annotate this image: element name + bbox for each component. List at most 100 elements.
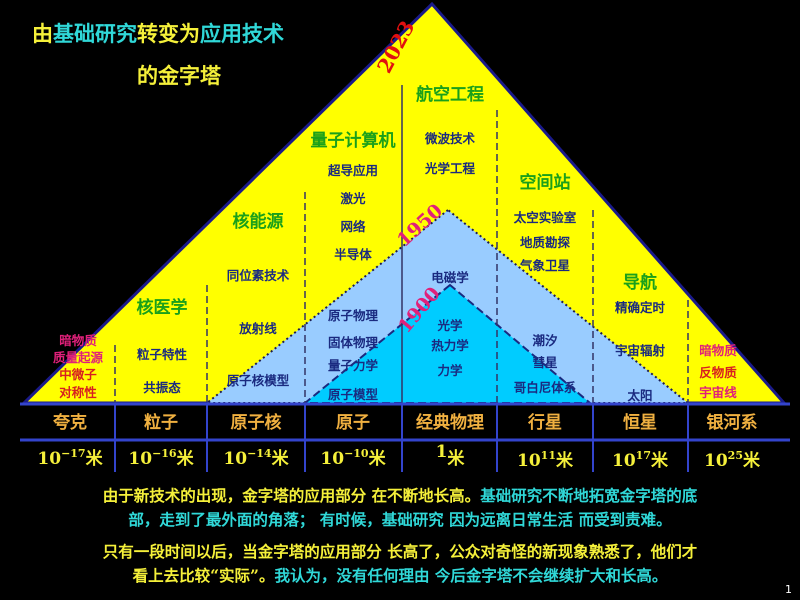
field-item: 暗物质 [59,333,97,348]
text-line: 由于新技术的出现，金字塔的应用部分 在不断地长高。基础研究不断地拓宽金字塔的底 [0,484,800,508]
text-span: 看上去比较“实际”。 [132,566,275,585]
scale-unit: 米 [86,448,104,469]
scale-exponent: −17 [61,447,86,460]
text-span: 基础研究不断地拓宽金字塔的底 [480,486,698,505]
scale-exponent: −16 [152,447,177,460]
field-item: 精确定时 [615,300,666,315]
field-item: 中微子 [59,367,97,382]
field-item: 潮汐 [532,333,558,348]
scale-exponent: 11 [541,449,556,462]
field-item: 对称性 [59,385,97,400]
field-item: 光学 [436,318,463,333]
scale-size-label: 1025米 [704,449,761,471]
field-item: 微波技术 [424,131,476,146]
scale-base: 10 [612,451,636,471]
scale-labels: 夸克10−17米粒子10−16米原子核10−14米原子10−10米经典物理1米行… [37,412,761,471]
scale-size-label: 10−16米 [128,447,194,469]
scale-unit: 米 [369,448,387,469]
field-item: 质量起源 [53,350,104,365]
field-item: 反物质 [699,365,737,380]
scale-exponent: 25 [728,449,743,462]
field-item: 太空实验室 [514,210,577,225]
scale-size-label: 1011米 [517,449,574,471]
scale-size-label: 1017米 [612,449,669,471]
scale-exponent: 17 [636,449,651,462]
title-part: 应用技术 [200,21,284,46]
field-item: 地质勘探 [520,235,571,250]
scale-exponent: −14 [247,447,272,460]
slide-title-line2: 的金字塔 [137,63,221,88]
scale-unit: 米 [447,448,465,469]
scale-base: 10 [223,449,247,469]
field-item: 半导体 [334,247,372,262]
text-span: 部，走到了最外面的角落； 有时候，基础研究 因为远离日常生活 而受到责难。 [128,510,672,529]
title-part: 由 [32,21,53,46]
scale-unit: 米 [556,450,574,471]
title-part: 转变为 [137,21,200,46]
scale-category-label: 原子 [336,413,370,433]
column-dividers [114,85,689,472]
scale-category-label: 行星 [527,412,562,433]
title-part: 基础研究 [53,21,137,46]
field-item: 热力学 [431,338,469,353]
scale-base: 1 [436,442,448,462]
scale-base: 10 [320,449,344,469]
field-item: 哥白尼体系 [514,380,577,395]
text-line: 部，走到了最外面的角落； 有时候，基础研究 因为远离日常生活 而受到责难。 [0,508,800,532]
field-item: 宇宙辐射 [615,343,666,358]
field-item: 太阳 [627,388,652,403]
text-span: 由于新技术的出现，金字塔的应用部分 在不断地长高。 [102,486,481,505]
field-item: 网络 [340,219,366,234]
scale-size-label: 1米 [436,442,466,469]
pyramid-diagram: 2023 1950 1900 暗物质质量起源中微子对称性核医学粒子特性共振态核能… [20,1,790,472]
field-item: 固体物理 [328,335,379,350]
text-span: 只有一段时间以后，当金字塔的应用部分 长高了，公众对奇怪的新现象熟悉了，他们才 [102,542,698,561]
field-item: 彗星 [532,355,557,370]
field-heading: 核能源 [233,211,284,232]
scale-category-label: 夸克 [53,412,87,433]
field-item: 放射线 [238,321,277,336]
scale-size-label: 10−14米 [223,447,289,469]
scale-unit: 米 [743,450,761,471]
field-item: 电磁学 [431,270,469,285]
field-item: 原子核模型 [227,373,290,388]
paragraph-1: 由于新技术的出现，金字塔的应用部分 在不断地长高。基础研究不断地拓宽金字塔的底 … [0,484,800,532]
page-number: 1 [785,583,792,596]
field-heading: 空间站 [520,172,571,193]
field-item: 力学 [437,363,463,378]
scale-unit: 米 [651,450,669,471]
field-item: 共振态 [143,380,181,395]
scale-unit: 米 [177,448,195,469]
scale-base: 10 [37,449,61,469]
text-line: 只有一段时间以后，当金字塔的应用部分 长高了，公众对奇怪的新现象熟悉了，他们才 [0,540,800,564]
field-item: 暗物质 [699,343,737,358]
scale-category-label: 恒星 [623,412,657,433]
scale-size-label: 10−17米 [37,447,103,469]
scale-base: 10 [704,451,728,471]
field-item: 原子模型 [328,387,379,402]
field-item: 气象卫星 [519,258,570,273]
paragraph-2: 只有一段时间以后，当金字塔的应用部分 长高了，公众对奇怪的新现象熟悉了，他们才 … [0,540,800,588]
scale-category-label: 原子核 [231,412,282,433]
field-item: 原子物理 [328,308,379,323]
field-heading: 量子计算机 [311,130,396,151]
slide-title-line1: 由基础研究转变为应用技术 [32,18,284,48]
field-heading: 航空工程 [416,84,484,105]
scale-base: 10 [517,451,541,471]
scale-category-label: 经典物理 [416,412,484,433]
field-item: 超导应用 [327,163,378,178]
field-heading: 核医学 [137,297,188,318]
pyramid-items: 暗物质质量起源中微子对称性核医学粒子特性共振态核能源同位素技术放射线原子核模型量… [53,84,737,403]
scale-unit: 米 [272,448,290,469]
scale-base: 10 [128,449,152,469]
field-heading: 导航 [623,272,657,293]
field-item: 激光 [340,191,366,206]
field-item: 光学工程 [424,161,476,176]
field-item: 粒子特性 [137,347,188,362]
field-item: 量子力学 [328,358,379,373]
text-span: 我认为，没有任何理由 今后金字塔不会继续扩大和长高。 [274,566,668,585]
scale-category-label: 银河系 [707,412,758,433]
text-line: 看上去比较“实际”。我认为，没有任何理由 今后金字塔不会继续扩大和长高。 [0,564,800,588]
field-item: 同位素技术 [227,268,290,283]
scale-size-label: 10−10米 [320,447,386,469]
